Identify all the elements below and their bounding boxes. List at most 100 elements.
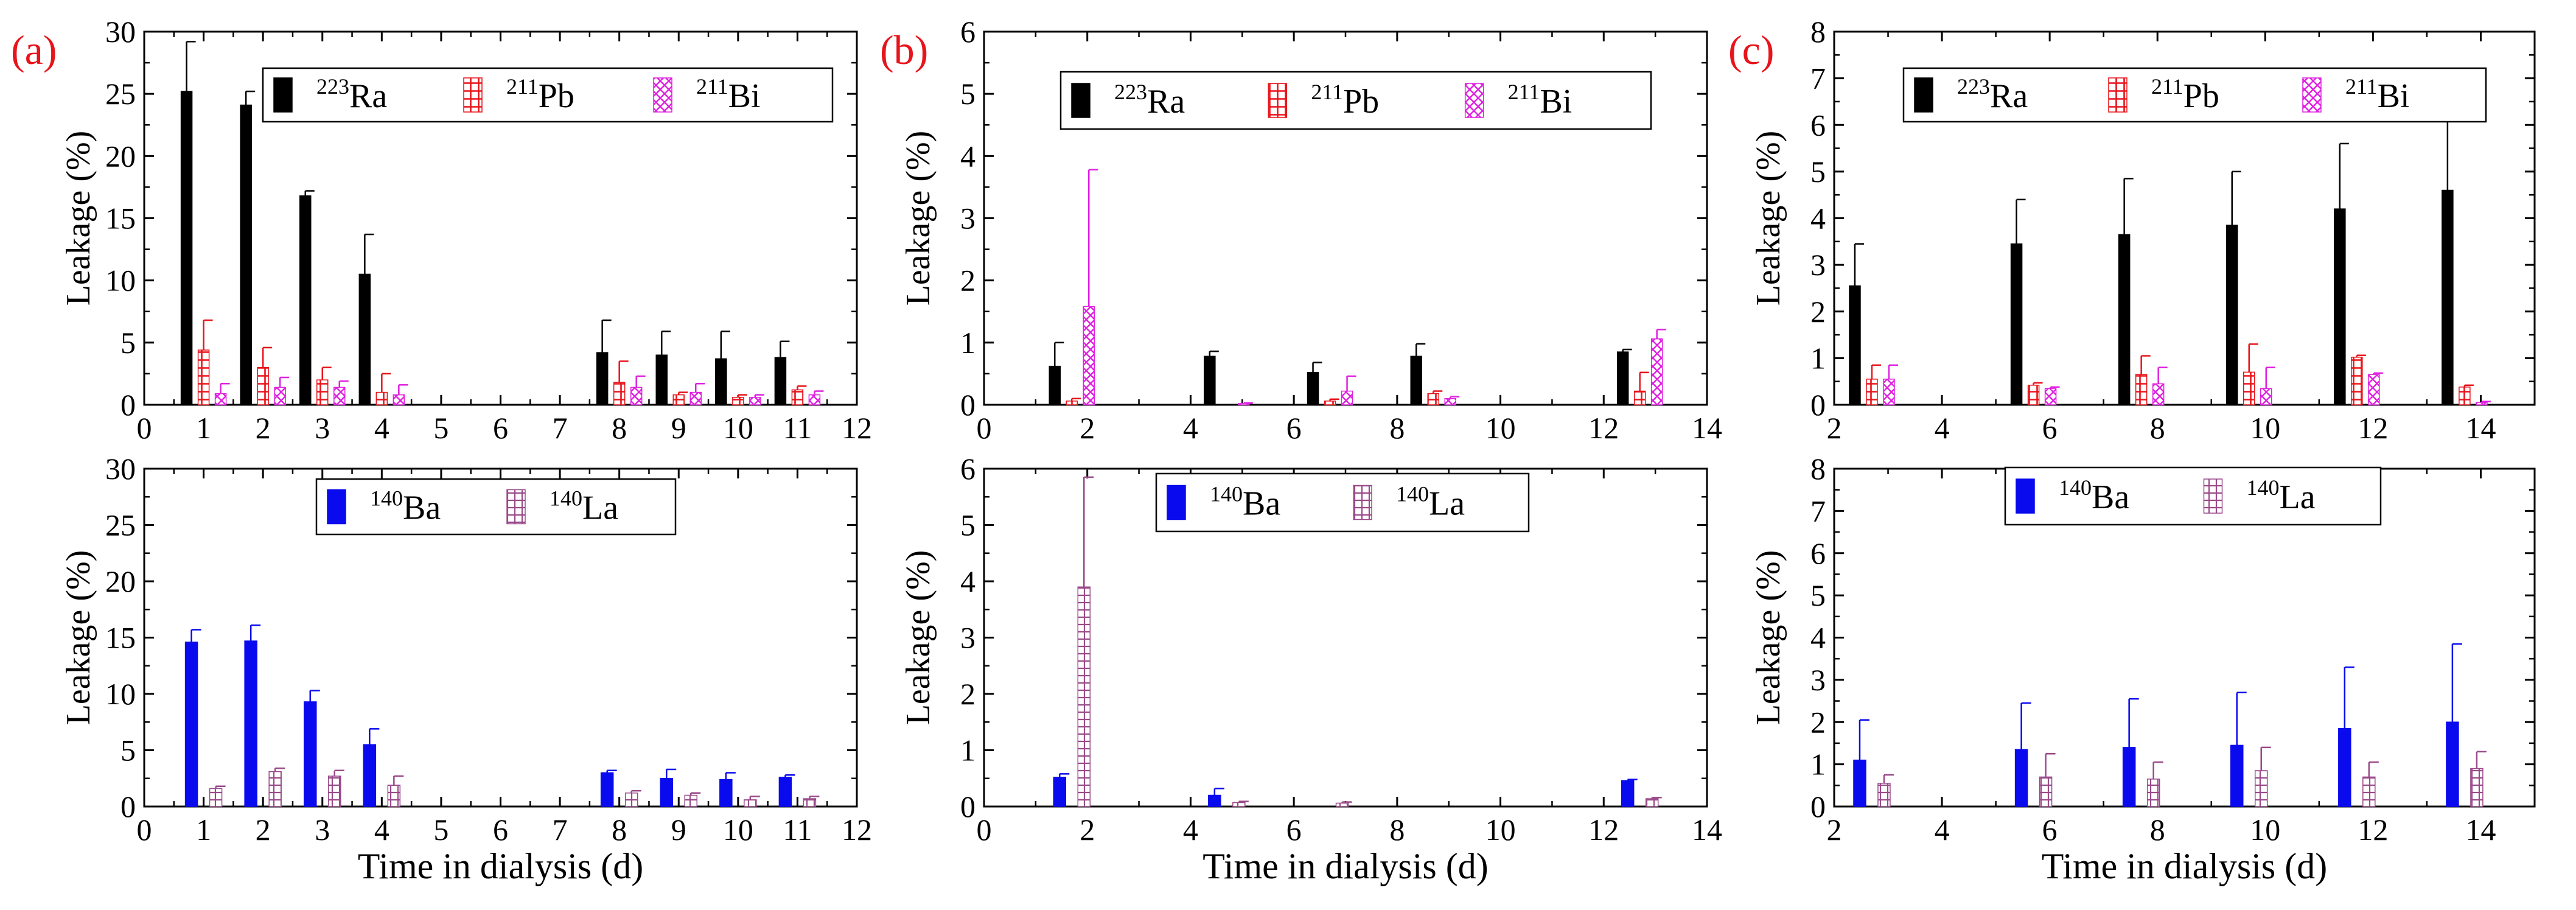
y-tick-label: 2	[960, 264, 976, 298]
x-tick-label: 4	[1183, 411, 1198, 445]
bar-ba	[244, 640, 257, 807]
legend-swatch-pb	[463, 77, 483, 113]
bar-ra	[180, 91, 193, 405]
x-tick-label: 11	[783, 813, 812, 847]
bar-bi	[689, 391, 702, 405]
legend: 223Ra 211Pb 211Bi	[1059, 71, 1652, 130]
bar-ba	[1053, 777, 1067, 807]
bar-pb	[2351, 357, 2363, 405]
legend-label-ra: 223Ra	[1114, 80, 1185, 121]
bar-ba	[600, 772, 614, 807]
legend: 223Ra 211Pb 211Bi	[262, 67, 834, 123]
bar-pb	[1866, 379, 1878, 405]
y-tick-label: 0	[1810, 789, 1826, 824]
y-tick-label: 1	[1810, 747, 1826, 782]
bar-ba	[660, 778, 673, 807]
legend-label-pb: 211Pb	[506, 74, 574, 115]
bar-pb	[2135, 374, 2148, 405]
y-axis-label: Leakage (%)	[1750, 550, 1787, 726]
bar-pb	[613, 382, 626, 405]
y-tick-label: 6	[1810, 536, 1826, 570]
panel-label-a: (a)	[11, 27, 57, 73]
bar-ra	[299, 195, 312, 405]
bar-la	[1077, 586, 1091, 807]
legend: 140Ba 140La	[1155, 472, 1530, 533]
bar-la	[684, 794, 697, 807]
legend-label-la: 140La	[2247, 475, 2316, 516]
bar-la	[624, 793, 638, 807]
y-tick-label: 4	[1810, 621, 1826, 655]
legend-label-ba: 140Ba	[370, 486, 441, 527]
y-tick-label: 0	[120, 789, 136, 824]
bar-ra	[2442, 189, 2454, 405]
x-tick-label: 6	[2042, 411, 2058, 445]
legend-swatch-ra	[273, 77, 293, 113]
y-tick-label: 3	[960, 201, 976, 236]
bar-ra	[1049, 365, 1061, 405]
x-tick-label: 14	[2465, 813, 2496, 847]
y-tick-label: 1	[1810, 341, 1826, 375]
y-tick-label: 7	[1810, 61, 1826, 96]
x-tick-label: 5	[433, 411, 449, 445]
y-tick-label: 2	[1810, 295, 1826, 329]
x-tick-label: 8	[612, 411, 627, 445]
legend-label-la: 140La	[550, 486, 618, 527]
bar-bi	[1650, 338, 1663, 405]
legend: 140Ba 140La	[2004, 466, 2382, 526]
bar-pb	[375, 391, 388, 405]
bar-bi	[2152, 383, 2165, 405]
legend-label-pb: 211Pb	[1311, 80, 1379, 121]
y-tick-label: 4	[1810, 201, 1826, 236]
bar-ba	[778, 777, 792, 807]
bar-bi	[1444, 398, 1457, 405]
bar-bi	[1341, 390, 1353, 405]
x-tick-label: 3	[315, 411, 330, 445]
bar-la	[744, 799, 757, 807]
legend-swatch-pb	[2108, 77, 2127, 113]
bar-bi	[214, 393, 227, 405]
y-axis-label: Leakage (%)	[899, 131, 937, 306]
x-axis-label: Time in dialysis (d)	[358, 846, 643, 886]
bar-bi	[1883, 379, 1895, 405]
bar-pb	[1066, 401, 1078, 405]
legend: 140Ba 140La	[315, 478, 677, 536]
legend-label-bi: 211Bi	[696, 74, 761, 115]
legend-swatch-ra	[1071, 83, 1091, 118]
bar-bi	[749, 396, 761, 405]
x-tick-label: 10	[1485, 813, 1516, 847]
bar-la	[1232, 802, 1246, 807]
bar-ra	[1307, 372, 1319, 405]
y-tick-label: 5	[1810, 155, 1826, 189]
x-tick-label: 1	[196, 813, 211, 847]
bar-ba	[304, 701, 317, 807]
x-tick-label: 2	[1080, 411, 1095, 445]
x-tick-label: 2	[1827, 411, 1842, 445]
x-tick-label: 6	[493, 411, 508, 445]
x-tick-label: 0	[977, 411, 992, 445]
x-tick-label: 12	[2358, 411, 2388, 445]
legend-swatch-ba	[2016, 478, 2035, 514]
x-tick-label: 0	[977, 813, 992, 847]
bar-la	[1335, 802, 1349, 807]
y-tick-label: 5	[960, 77, 976, 111]
x-tick-label: 0	[137, 813, 152, 847]
bar-bi	[2044, 388, 2057, 405]
bar-ra	[655, 354, 668, 405]
bar-ra	[1616, 351, 1629, 405]
x-tick-label: 10	[2250, 411, 2280, 445]
x-tick-label: 2	[1827, 813, 1842, 847]
bar-ba	[2446, 721, 2459, 807]
bar-ra	[774, 357, 787, 405]
y-tick-label: 4	[960, 139, 976, 173]
bar-ba	[2230, 744, 2244, 807]
y-tick-label: 8	[1810, 15, 1826, 49]
y-tick-label: 30	[105, 15, 136, 49]
y-tick-label: 7	[1810, 494, 1826, 528]
x-tick-label: 4	[374, 411, 389, 445]
y-axis-label: Leakage (%)	[60, 550, 97, 726]
x-tick-label: 2	[1080, 813, 1095, 847]
bar-bi	[274, 387, 286, 405]
x-tick-label: 12	[1588, 813, 1619, 847]
